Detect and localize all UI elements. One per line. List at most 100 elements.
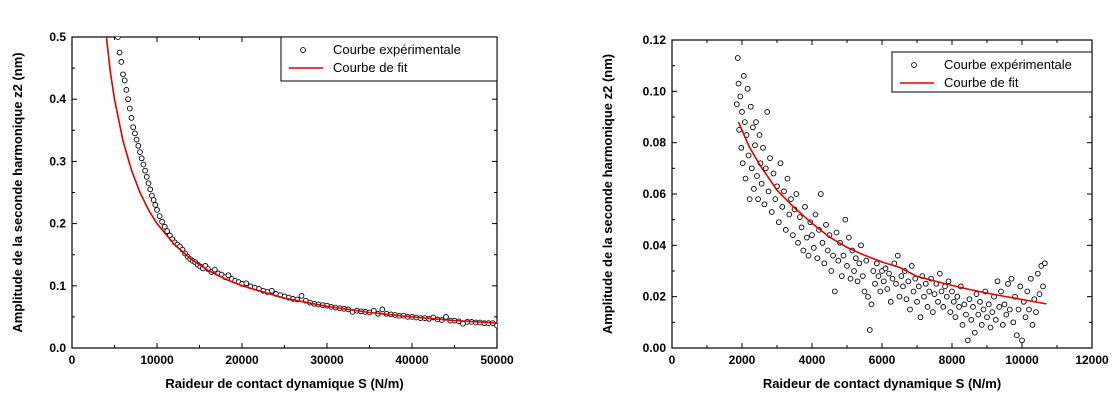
y-tick-label: 0.12 — [643, 33, 667, 47]
data-point — [1024, 288, 1031, 295]
data-point — [740, 73, 747, 79]
data-point — [211, 266, 218, 273]
y-tick-label: 0.1 — [49, 279, 66, 293]
chart-panel-1: 0 10000 20000 30000 40000 50000 0.0 0.1 0.2 0.3 0.… — [10, 30, 514, 391]
data-point — [782, 227, 789, 233]
legend-marker-circle — [911, 62, 917, 68]
y-tick-label: 0.10 — [643, 84, 667, 98]
data-point — [143, 174, 150, 180]
data-point — [964, 337, 971, 344]
data-point — [994, 278, 1001, 285]
data-point — [936, 270, 943, 277]
data-point — [812, 211, 819, 218]
data-point — [851, 268, 857, 274]
data-point — [844, 263, 850, 269]
legend-label: Courbe de fit — [944, 75, 1019, 90]
data-point — [935, 298, 941, 305]
data-point — [973, 291, 980, 297]
data-point — [831, 288, 838, 295]
x-axis-label: Raideur de contact dynamique S (N/m) — [165, 376, 403, 391]
data-point — [734, 55, 741, 61]
data-point — [120, 71, 126, 78]
data-point — [770, 170, 777, 177]
data-point — [116, 49, 123, 56]
data-point — [243, 280, 250, 287]
data-point — [156, 213, 163, 219]
data-point — [914, 298, 920, 305]
data-point — [147, 186, 154, 193]
legend-label: Courbe expérimentale — [333, 42, 461, 57]
data-point — [975, 311, 982, 318]
data-point — [998, 288, 1004, 295]
data-point — [985, 301, 992, 308]
legend: Courbe expérimentale Courbe de fit — [891, 51, 1093, 93]
data-point — [128, 115, 135, 121]
legend-marker-circle — [300, 47, 306, 53]
data-point — [1026, 306, 1032, 313]
fit-curve-line — [737, 121, 1047, 305]
data-point — [1006, 306, 1013, 313]
x-tick-label: 40000 — [395, 353, 429, 367]
data-point — [133, 136, 140, 143]
data-point — [828, 268, 835, 274]
data-point — [838, 273, 845, 279]
data-point — [164, 228, 171, 234]
data-point — [738, 144, 745, 151]
data-point — [752, 142, 758, 149]
data-point — [1034, 270, 1041, 277]
data-point — [929, 309, 936, 315]
data-point — [884, 286, 891, 292]
data-point — [1010, 319, 1017, 326]
data-point — [868, 301, 875, 308]
data-point — [268, 287, 275, 294]
data-point — [819, 239, 826, 246]
data-point — [135, 142, 142, 149]
x-axis-label: Raideur de contact dynamique S (N/m) — [763, 376, 1001, 391]
data-point — [159, 218, 165, 225]
data-point — [889, 275, 896, 282]
data-point — [861, 288, 868, 295]
data-point — [800, 247, 807, 254]
legend-label: Courbe de fit — [333, 60, 408, 75]
data-point — [907, 306, 913, 313]
data-point — [803, 234, 810, 241]
y-tick-label: 0.3 — [49, 154, 66, 168]
legend-label: Courbe expérimentale — [944, 57, 1072, 72]
data-point — [1015, 306, 1022, 313]
data-point — [817, 191, 824, 197]
data-point — [978, 322, 985, 328]
data-point — [963, 311, 969, 318]
data-point — [768, 209, 775, 215]
data-point — [966, 296, 973, 303]
data-point — [1019, 337, 1025, 344]
y-axis-label: Amplitude de la seconde harmonique z2 (n… — [600, 54, 615, 334]
x-tick-label: 0 — [69, 353, 76, 367]
data-point — [786, 211, 793, 218]
data-point — [854, 278, 861, 285]
data-point — [140, 161, 147, 168]
data-point — [945, 278, 952, 285]
data-point — [872, 280, 878, 287]
data-point — [821, 260, 828, 267]
data-point — [823, 221, 829, 228]
data-point — [761, 201, 768, 208]
y-tick-label: 0.4 — [49, 92, 66, 106]
y-tick-label: 0.04 — [643, 238, 667, 252]
y-axis-label: Amplitude de la seconde harmonique z2 (n… — [10, 52, 25, 332]
data-point — [737, 93, 744, 100]
data-point — [796, 214, 803, 220]
data-point — [886, 270, 892, 277]
data-point — [494, 322, 497, 329]
data-point — [910, 288, 917, 295]
data-point — [896, 293, 903, 300]
data-point — [877, 288, 884, 295]
data-point — [742, 175, 749, 182]
data-point — [947, 309, 954, 315]
data-point — [863, 257, 870, 264]
legend-box — [280, 36, 498, 82]
data-point — [992, 316, 999, 323]
data-point — [764, 109, 771, 115]
x-tick-label: 6000 — [869, 353, 896, 367]
data-point — [894, 252, 901, 259]
data-point — [961, 301, 968, 308]
